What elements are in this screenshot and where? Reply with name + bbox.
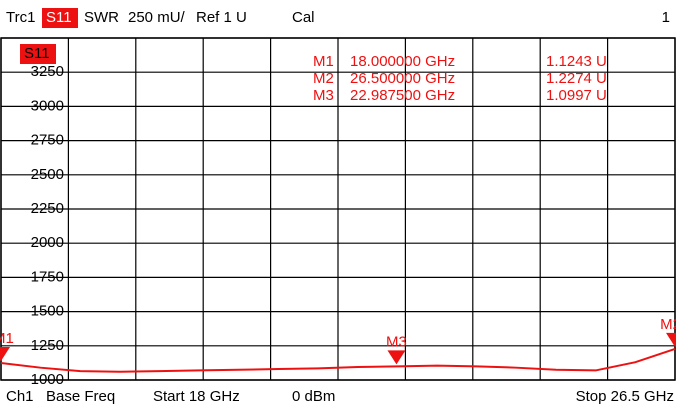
marker [666,332,676,347]
trace-label-box [20,44,56,64]
y-tick-label: 3000 [31,97,64,114]
marker-name-table: M3 [313,87,334,104]
y-tick-label: 1250 [31,337,64,354]
marker-value: 1.1243 U [546,53,607,70]
marker-x: 22.987500 GHz [350,87,455,104]
cal: Cal [292,9,315,26]
scale: 250 mU/ [128,9,186,26]
y-tick-label: 1750 [31,268,64,285]
marker-value: 1.0997 U [546,87,607,104]
marker-x: 18.000000 GHz [350,53,455,70]
marker-x: 26.500000 GHz [350,70,455,87]
footer: Ch1 Base Freq Start 18 GHz 0 dBm Stop 26… [6,388,674,405]
stop: Stop 26.5 GHz [576,388,674,405]
y-tick-label: 2000 [31,234,64,251]
y-tick-label: 1000 [31,371,64,388]
param: S11 [46,9,72,26]
format: SWR [84,9,119,26]
marker-name-table: M2 [313,70,334,87]
marker-name: M3 [386,333,407,350]
marker [0,346,10,361]
start: Start 18 GHz [153,388,240,405]
y-tick-label: 2750 [31,132,64,149]
y-tick-label: 2250 [31,200,64,217]
power: 0 dBm [292,388,335,405]
marker-name: M2 [660,316,676,333]
trace-label: S11 [24,45,50,62]
y-tick-label: 1500 [31,303,64,320]
marker-name-table: M1 [313,53,334,70]
mode: Base Freq [46,388,115,405]
y-tick-label: 3250 [31,63,64,80]
marker-value: 1.2274 U [546,70,607,87]
channel: Ch1 [6,388,34,405]
y-tick-label: 2500 [31,166,64,183]
trace [0,347,676,373]
marker-name: M1 [0,330,14,347]
reference: Ref 1 U [196,9,247,26]
trace-name: Trc1 [6,9,35,26]
header: Trc1 S11 SWR 250 mU/ Ref 1 U Cal 1 [6,8,670,28]
param-box [42,8,78,28]
channel-number: 1 [662,9,670,26]
marker [387,350,406,365]
